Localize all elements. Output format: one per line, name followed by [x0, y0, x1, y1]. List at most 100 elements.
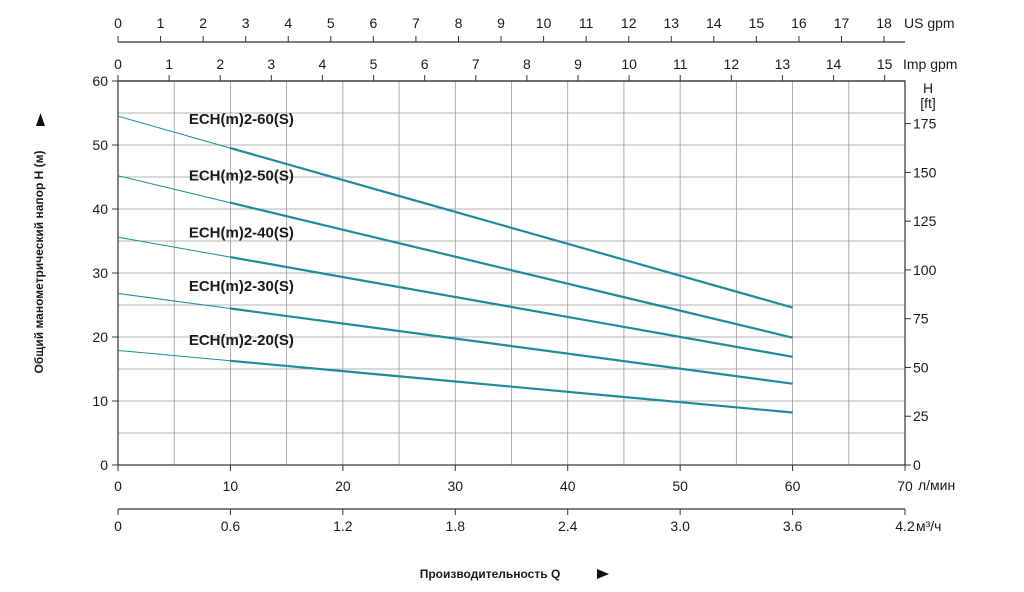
ft-tick-label: 125: [913, 213, 937, 229]
us-gpm-tick-label: 7: [412, 15, 420, 31]
us-gpm-tick-label: 6: [369, 15, 377, 31]
series-label: ECH(m)2-60(S): [189, 111, 294, 128]
us-gpm-tick-label: 0: [114, 15, 122, 31]
x-tick-label: 10: [223, 478, 239, 494]
y-tick-label: 40: [92, 201, 108, 217]
ft-tick-label: 50: [913, 359, 929, 375]
m3h-tick-label: 0.6: [221, 518, 241, 534]
imp-gpm-tick-label: 15: [877, 56, 893, 72]
series-lines: [117, 115, 793, 414]
us-gpm-tick-label: 3: [242, 15, 250, 31]
x-tick-label: 70: [897, 478, 913, 494]
ft-tick-label: 100: [913, 262, 937, 278]
us-gpm-tick-label: 12: [621, 15, 637, 31]
y-right-unit-h: H: [923, 80, 933, 96]
series-line-thin: [117, 236, 231, 258]
ft-tick-label: 150: [913, 164, 937, 180]
x-tick-label: 40: [560, 478, 576, 494]
imp-gpm-tick-label: 7: [472, 56, 480, 72]
series-labels: ECH(m)2-60(S) ECH(m)2-50(S) ECH(m)2-40(S) E…: [189, 111, 294, 349]
x-unit-imp-gpm: Imp gpm: [903, 56, 957, 72]
imp-gpm-tick-label: 1: [165, 56, 173, 72]
y-tick-label: 20: [92, 329, 108, 345]
x-axis-lpm: 0 10 20 30 40 50 60 70: [114, 465, 913, 494]
us-gpm-tick-label: 11: [579, 15, 594, 31]
ft-tick-label: 175: [913, 116, 937, 132]
m3h-tick-label: 1.2: [333, 518, 353, 534]
x-tick-label: 50: [672, 478, 688, 494]
us-gpm-tick-label: 1: [157, 15, 165, 31]
x-axis-title: Производительность Q: [420, 567, 561, 581]
x-tick-label: 30: [447, 478, 463, 494]
series-label: ECH(m)2-20(S): [189, 332, 294, 349]
imp-gpm-tick-label: 12: [724, 56, 740, 72]
imp-gpm-tick-label: 6: [421, 56, 429, 72]
m3h-tick-label: 1.8: [446, 518, 466, 534]
series-line: [230, 147, 793, 309]
m3h-tick-label: 0: [114, 518, 122, 534]
y-tick-label: 0: [100, 457, 108, 473]
y-axis-left: 0 10 20 30 40 50 60: [92, 73, 118, 473]
series-line: [230, 201, 793, 339]
y-tick-label: 50: [92, 137, 108, 153]
us-gpm-tick-label: 5: [327, 15, 335, 31]
ft-tick-label: 25: [913, 408, 929, 424]
x-tick-label: 60: [785, 478, 801, 494]
x-unit-us-gpm: US gpm: [904, 15, 955, 31]
imp-gpm-tick-label: 0: [114, 56, 122, 72]
series-line: [230, 256, 793, 358]
x-tick-label: 0: [114, 478, 122, 494]
imp-gpm-tick-label: 14: [826, 56, 842, 72]
us-gpm-tick-label: 2: [199, 15, 207, 31]
us-gpm-tick-label: 16: [791, 15, 807, 31]
ft-tick-label: 75: [913, 311, 929, 327]
us-gpm-tick-label: 4: [284, 15, 292, 31]
m3h-tick-label: 2.4: [558, 518, 578, 534]
series-line-thin: [117, 292, 231, 310]
y-tick-label: 10: [92, 393, 108, 409]
us-gpm-tick-label: 17: [834, 15, 850, 31]
x-tick-label: 20: [335, 478, 351, 494]
x-axis-m3h: 0 0.6 1.2 1.8 2.4 3.0 3.6 4.2: [114, 508, 915, 534]
us-gpm-tick-label: 10: [536, 15, 552, 31]
us-gpm-tick-label: 15: [749, 15, 765, 31]
us-gpm-tick-label: 13: [663, 15, 679, 31]
y-tick-label: 30: [92, 265, 108, 281]
y-axis-title-arrow-icon: [36, 113, 45, 126]
imp-gpm-tick-label: 8: [523, 56, 531, 72]
imp-gpm-tick-label: 3: [267, 56, 275, 72]
imp-gpm-tick-label: 10: [621, 56, 637, 72]
imp-gpm-tick-label: 13: [775, 56, 791, 72]
series-label: ECH(m)2-30(S): [189, 278, 294, 295]
imp-gpm-tick-label: 5: [370, 56, 378, 72]
series-line: [230, 307, 793, 385]
series-label: ECH(m)2-50(S): [189, 168, 294, 185]
y-right-unit-ft: [ft]: [920, 95, 936, 111]
x-axis-imp-gpm: 0 1 2 3 4 5 6 7 8 9 10 11 12 13 14 15: [114, 56, 905, 82]
series-line-thin: [117, 115, 231, 149]
grid: [118, 81, 905, 465]
us-gpm-tick-label: 18: [876, 15, 892, 31]
us-gpm-tick-label: 9: [497, 15, 505, 31]
series-label: ECH(m)2-40(S): [189, 225, 294, 242]
y-tick-label: 60: [92, 73, 108, 89]
imp-gpm-tick-label: 11: [673, 56, 688, 72]
imp-gpm-tick-label: 2: [216, 56, 224, 72]
x-unit-m3h: м³/ч: [916, 518, 941, 534]
x-axis-title-arrow-icon: [597, 569, 609, 579]
imp-gpm-tick-label: 4: [319, 56, 327, 72]
series-line-thin: [117, 175, 231, 204]
us-gpm-tick-label: 14: [706, 15, 722, 31]
us-gpm-tick-label: 8: [455, 15, 463, 31]
y-axis-title: Общий манометрический напор Н (м): [32, 150, 46, 373]
series-line: [230, 359, 793, 414]
y-axis-right-ft: 0 25 50 75 100 125 150 175: [905, 116, 937, 473]
m3h-tick-label: 4.2: [895, 518, 915, 534]
x-unit-lpm: л/мин: [918, 477, 955, 493]
imp-gpm-tick-label: 9: [574, 56, 582, 72]
m3h-tick-label: 3.6: [783, 518, 803, 534]
ft-tick-label: 0: [913, 457, 921, 473]
m3h-tick-label: 3.0: [670, 518, 690, 534]
x-axis-us-gpm: 0 1 2 3 4 5 6 7 8 9 10 11 12 13 14 15 16 17 18: [114, 15, 905, 43]
